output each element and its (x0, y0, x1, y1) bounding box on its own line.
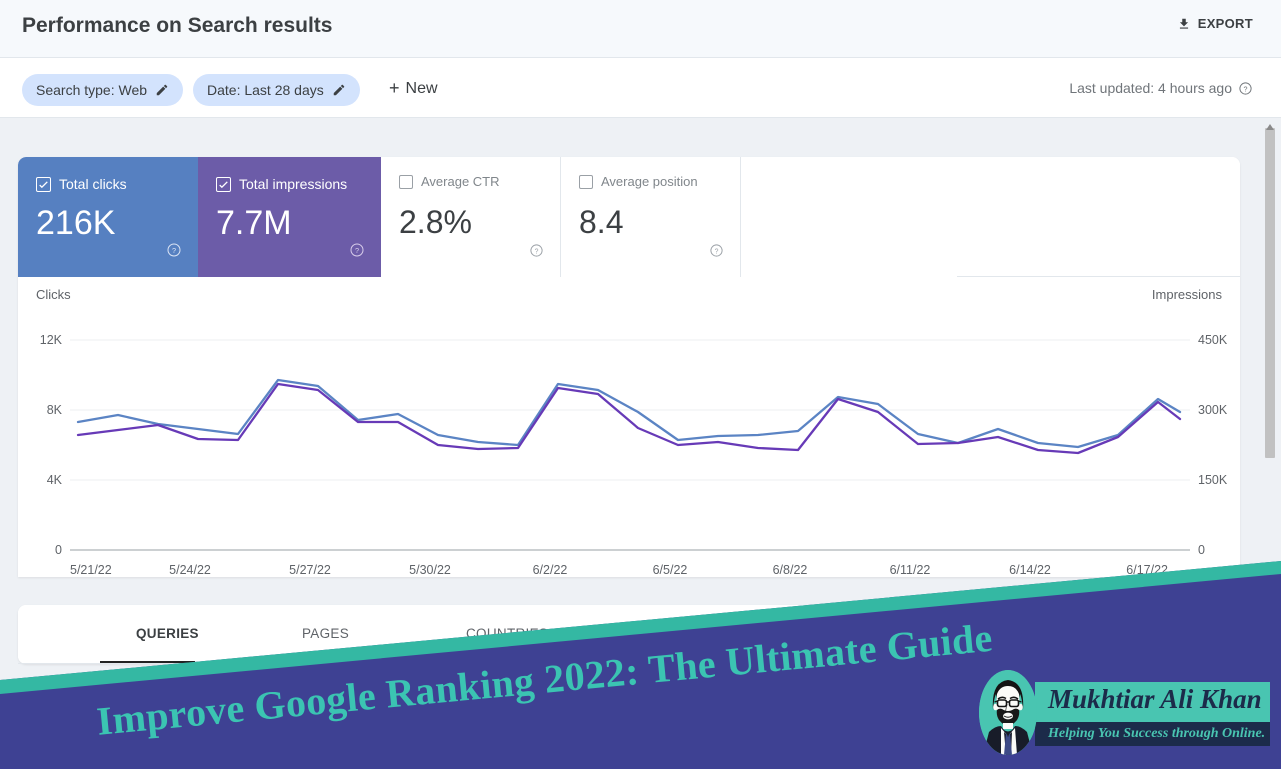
svg-text:5/21/22: 5/21/22 (70, 563, 112, 577)
svg-text:8K: 8K (47, 403, 63, 417)
svg-text:300K: 300K (1198, 403, 1228, 417)
svg-text:6/17/22: 6/17/22 (1126, 563, 1168, 577)
svg-text:0: 0 (55, 543, 62, 557)
svg-text:4K: 4K (47, 473, 63, 487)
svg-text:?: ? (355, 246, 359, 255)
svg-text:0: 0 (1198, 543, 1205, 557)
svg-text:6/2/22: 6/2/22 (533, 563, 568, 577)
svg-text:5/24/22: 5/24/22 (169, 563, 211, 577)
svg-text:150K: 150K (1198, 473, 1228, 487)
svg-text:450K: 450K (1198, 333, 1228, 347)
svg-text:6/11/22: 6/11/22 (890, 563, 931, 577)
svg-text:?: ? (1244, 85, 1248, 93)
svg-text:12K: 12K (40, 333, 63, 347)
svg-text:?: ? (172, 246, 176, 255)
svg-text:6/5/22: 6/5/22 (653, 563, 688, 577)
svg-text:?: ? (715, 248, 719, 255)
svg-text:6/14/22: 6/14/22 (1009, 563, 1051, 577)
svg-text:5/30/22: 5/30/22 (409, 563, 451, 577)
svg-text:6/8/22: 6/8/22 (773, 563, 808, 577)
svg-text:?: ? (535, 248, 539, 255)
svg-text:5/27/22: 5/27/22 (289, 563, 331, 577)
